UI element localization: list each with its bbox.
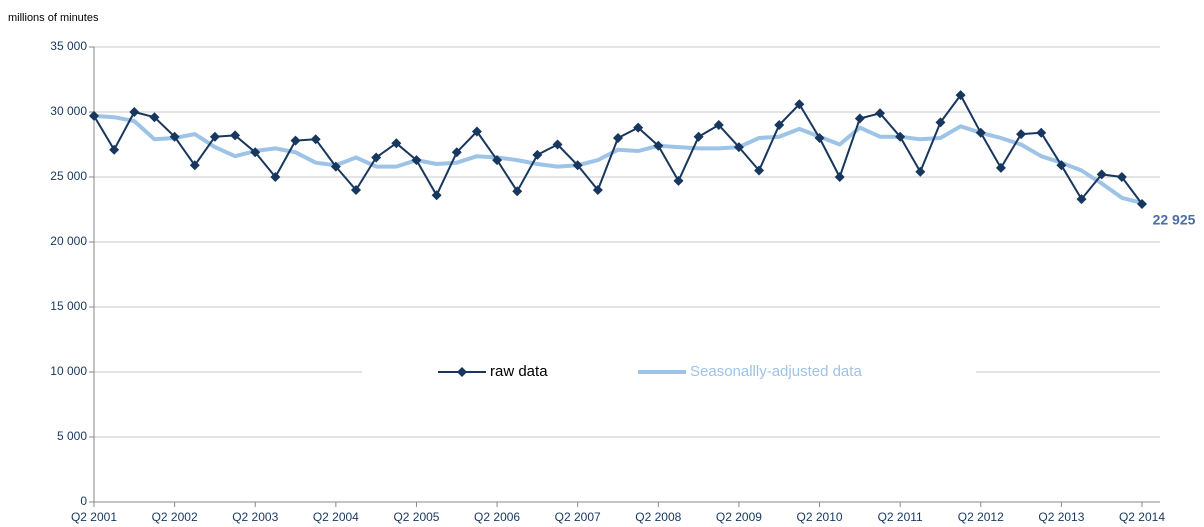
- y-tick-label: 25 000: [50, 169, 87, 183]
- data-point: [431, 190, 442, 201]
- data-point: [492, 155, 503, 166]
- data-point: [1137, 198, 1147, 209]
- x-tick-label: Q2 2002: [152, 510, 198, 524]
- y-tick-label: 15 000: [50, 299, 87, 313]
- legend-label: Seasonallly-adjusted data: [690, 363, 862, 380]
- data-point: [895, 131, 906, 142]
- y-tick-label: 0: [80, 494, 87, 508]
- data-point: [371, 152, 382, 163]
- data-point: [834, 172, 845, 182]
- data-point: [572, 160, 583, 171]
- series-line: [93, 113, 1143, 205]
- y-tick-label: 10 000: [50, 364, 87, 378]
- x-tick-label: Q2 2005: [393, 510, 439, 524]
- data-point: [250, 147, 261, 158]
- legend-label: raw data: [490, 363, 548, 380]
- data-point: [270, 172, 281, 182]
- data-point: [89, 110, 99, 121]
- data-point: [935, 117, 946, 128]
- legend-marker: [457, 367, 467, 377]
- data-point: [169, 131, 180, 142]
- x-tick-label: Q2 2014: [1119, 510, 1165, 524]
- x-tick-label: Q2 2008: [635, 510, 681, 524]
- data-point: [230, 130, 241, 141]
- data-point: [532, 149, 543, 160]
- data-point: [653, 140, 664, 151]
- value-label: 22 925: [1153, 212, 1196, 228]
- data-point: [754, 165, 765, 176]
- data-point: [109, 144, 120, 155]
- data-point: [975, 127, 986, 138]
- data-point: [854, 113, 865, 124]
- data-point: [1116, 172, 1127, 182]
- data-point: [1016, 129, 1027, 140]
- data-point: [915, 166, 926, 177]
- y-tick-label: 35 000: [50, 39, 87, 53]
- x-tick-label: Q2 2004: [313, 510, 359, 524]
- data-point: [613, 133, 623, 143]
- data-point: [774, 120, 785, 130]
- data-point: [189, 160, 200, 171]
- data-point: [733, 142, 744, 153]
- data-point: [794, 99, 805, 110]
- x-tick-label: Q2 2012: [958, 510, 1004, 524]
- y-tick-label: 20 000: [50, 234, 87, 248]
- data-point: [129, 107, 140, 117]
- data-point: [451, 147, 462, 158]
- data-point: [552, 139, 563, 150]
- data-point: [1076, 194, 1087, 205]
- data-point: [673, 175, 684, 186]
- data-point: [351, 185, 361, 195]
- data-point: [995, 162, 1006, 173]
- data-point: [1096, 169, 1107, 180]
- y-tick-label: 30 000: [50, 104, 87, 118]
- data-point: [149, 112, 160, 123]
- y-axis-label: millions of minutes: [8, 12, 99, 24]
- x-tick-label: Q2 2011: [878, 510, 923, 524]
- data-point: [955, 90, 966, 101]
- data-point: [330, 161, 341, 172]
- y-tick-label: 5 000: [57, 429, 87, 443]
- data-point: [633, 122, 644, 133]
- data-point: [1036, 127, 1047, 138]
- data-point: [290, 135, 301, 146]
- x-tick-label: Q2 2013: [1038, 510, 1084, 524]
- data-point: [713, 120, 724, 130]
- x-tick-label: Q2 2009: [716, 510, 762, 524]
- data-point: [875, 108, 885, 119]
- data-point: [391, 138, 402, 149]
- x-tick-label: Q2 2001: [71, 510, 117, 524]
- data-point: [471, 126, 482, 137]
- data-point: [209, 131, 220, 142]
- data-point: [1056, 160, 1067, 171]
- data-point: [512, 186, 523, 197]
- x-tick-label: Q2 2007: [555, 510, 601, 524]
- data-point: [592, 185, 603, 195]
- data-point: [411, 155, 422, 166]
- data-point: [310, 134, 321, 145]
- x-tick-label: Q2 2010: [797, 510, 843, 524]
- data-point: [814, 133, 825, 143]
- x-tick-label: Q2 2006: [474, 510, 520, 524]
- data-point: [693, 131, 704, 142]
- x-tick-label: Q2 2003: [232, 510, 278, 524]
